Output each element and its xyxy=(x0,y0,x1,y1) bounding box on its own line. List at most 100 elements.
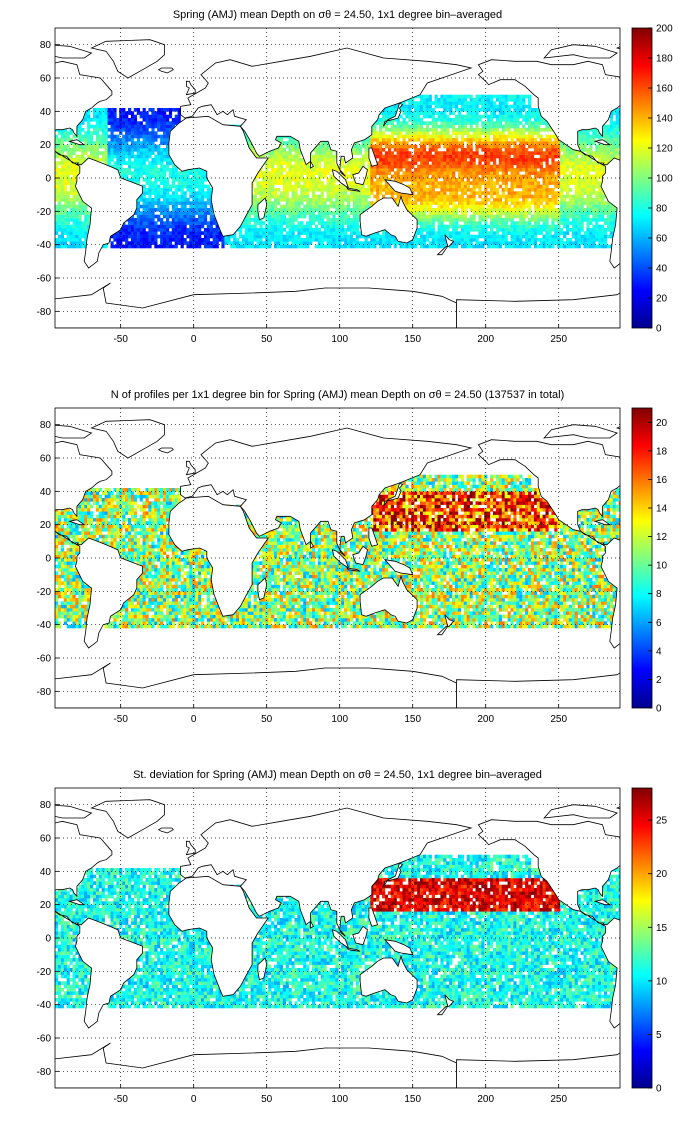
data-cell xyxy=(338,228,342,232)
data-cell xyxy=(332,214,336,219)
data-cell xyxy=(119,128,123,132)
data-cell xyxy=(373,184,377,189)
data-cell xyxy=(382,234,386,239)
data-cell xyxy=(151,121,155,125)
data-cell xyxy=(142,208,146,212)
data-cell xyxy=(66,244,70,249)
data-cell xyxy=(455,98,459,102)
data-cell xyxy=(166,168,170,172)
data-cell xyxy=(256,228,260,232)
data-cell xyxy=(437,218,441,222)
data-cell xyxy=(460,191,465,195)
data-cell xyxy=(198,241,202,245)
data-cell xyxy=(446,201,450,205)
data-cell xyxy=(192,211,196,215)
data-cell xyxy=(209,211,213,215)
data-cell xyxy=(180,234,184,239)
data-cell xyxy=(440,114,444,119)
data-cell xyxy=(440,94,444,99)
data-cell xyxy=(437,164,441,169)
data-cell xyxy=(104,141,108,145)
data-cell xyxy=(317,171,321,175)
data-cell xyxy=(443,114,447,119)
data-cell xyxy=(428,111,432,115)
data-cell xyxy=(312,168,316,172)
data-cell xyxy=(446,198,450,202)
data-cell xyxy=(460,98,465,102)
data-cell xyxy=(151,184,155,189)
data-cell xyxy=(303,214,307,219)
data-cell xyxy=(206,194,210,199)
data-cell xyxy=(274,224,278,229)
data-cell xyxy=(209,201,213,205)
data-cell xyxy=(253,198,257,202)
data-cell xyxy=(352,181,356,185)
data-cell xyxy=(168,201,173,205)
data-cell xyxy=(57,168,62,172)
data-cell xyxy=(55,238,59,242)
data-cell xyxy=(460,198,465,202)
data-cell xyxy=(221,244,225,249)
data-cell xyxy=(431,211,435,215)
data-cell xyxy=(402,121,406,125)
data-cell xyxy=(443,208,447,212)
data-cell xyxy=(268,244,272,249)
data-cell xyxy=(81,158,85,162)
data-cell xyxy=(151,108,155,112)
data-cell xyxy=(72,171,76,175)
data-cell xyxy=(355,148,359,152)
data-cell xyxy=(358,241,362,245)
data-cell xyxy=(125,161,129,165)
data-cell xyxy=(183,208,187,212)
data-cell xyxy=(440,121,444,125)
data-cell xyxy=(72,184,76,189)
data-cell xyxy=(344,164,348,169)
data-cell xyxy=(332,188,336,192)
data-cell xyxy=(382,124,386,129)
data-cell xyxy=(81,138,85,142)
data-cell xyxy=(457,174,462,179)
data-cell xyxy=(166,151,170,155)
data-cell xyxy=(387,191,392,195)
data-cell xyxy=(379,118,383,122)
data-cell xyxy=(420,178,424,182)
data-cell xyxy=(189,181,193,185)
data-cell xyxy=(352,184,356,189)
data-cell xyxy=(420,211,424,215)
data-cell xyxy=(250,241,254,245)
data-cell xyxy=(55,204,59,209)
data-cell xyxy=(303,208,307,212)
data-cell xyxy=(312,204,316,209)
data-cell xyxy=(75,144,79,149)
data-cell xyxy=(276,164,281,169)
data-cell xyxy=(443,138,447,142)
data-cell xyxy=(326,241,330,245)
data-cell xyxy=(69,131,73,135)
data-cell xyxy=(297,181,301,185)
data-cell xyxy=(192,188,196,192)
data-cell xyxy=(317,221,321,225)
data-cell xyxy=(119,121,123,125)
data-cell xyxy=(154,131,158,135)
data-cell xyxy=(452,178,456,182)
data-cell xyxy=(136,201,140,205)
data-cell xyxy=(262,191,266,195)
data-cell xyxy=(192,218,196,222)
data-cell xyxy=(434,168,438,172)
data-cell xyxy=(136,158,140,162)
data-cell xyxy=(355,184,359,189)
data-cell xyxy=(452,144,456,149)
data-cell xyxy=(203,228,208,232)
data-cell xyxy=(282,241,286,245)
data-cell xyxy=(160,244,164,249)
data-cell xyxy=(411,124,415,129)
data-cell xyxy=(382,238,386,242)
data-cell xyxy=(60,141,64,145)
data-cell xyxy=(95,144,100,149)
data-cell xyxy=(256,218,260,222)
data-cell xyxy=(417,221,421,225)
data-cell xyxy=(113,244,117,249)
data-cell xyxy=(274,161,278,165)
data-cell xyxy=(285,238,289,242)
data-cell xyxy=(408,118,412,122)
